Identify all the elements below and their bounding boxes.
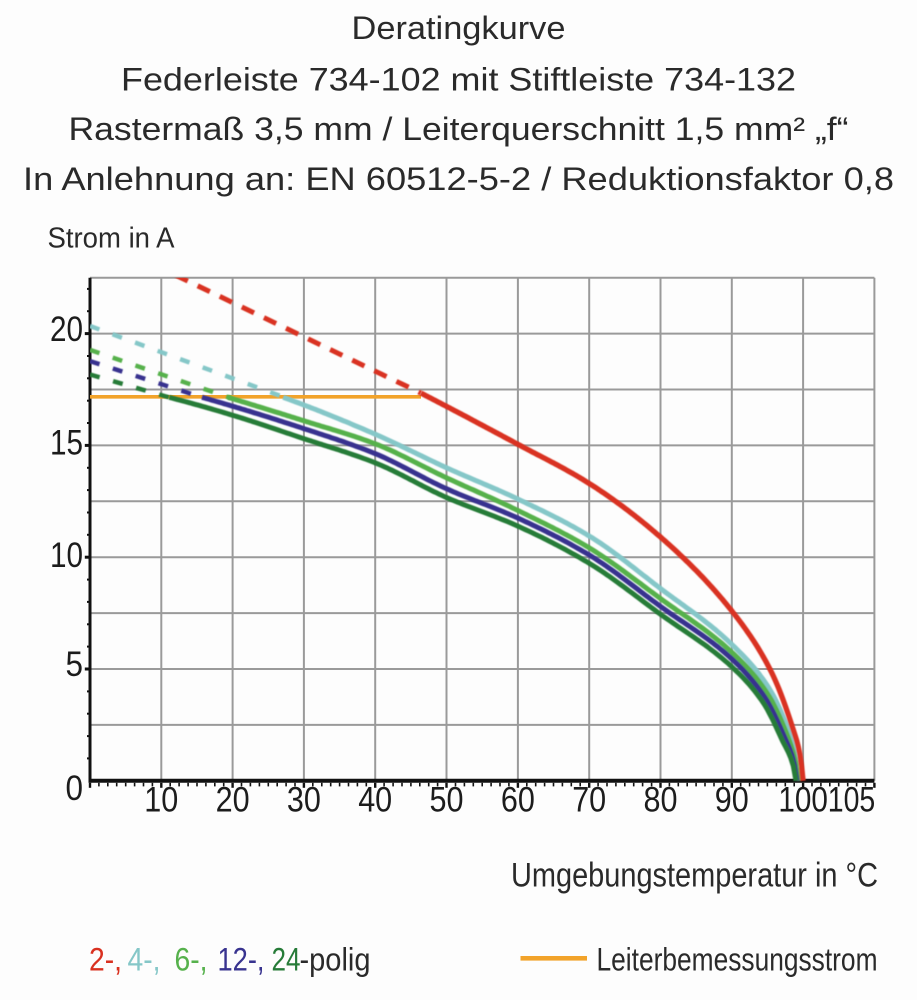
svg-text:90: 90 <box>715 781 749 820</box>
svg-text:20: 20 <box>50 310 83 349</box>
svg-text:105: 105 <box>828 781 876 820</box>
svg-text:30: 30 <box>287 781 321 820</box>
svg-text:10: 10 <box>144 781 178 820</box>
svg-text:100: 100 <box>778 781 828 820</box>
svg-text:Strom in A: Strom in A <box>48 223 176 255</box>
svg-text:0: 0 <box>66 769 84 808</box>
svg-text:15: 15 <box>50 424 83 463</box>
svg-text:40: 40 <box>358 781 392 820</box>
svg-text:6-,: 6-, <box>175 942 208 978</box>
svg-text:80: 80 <box>644 781 678 820</box>
svg-text:In Anlehnung an: EN 60512-5-2: In Anlehnung an: EN 60512-5-2 / Reduktio… <box>23 161 894 197</box>
svg-text:2-,: 2-, <box>89 942 122 978</box>
svg-text:10: 10 <box>50 536 83 575</box>
svg-text:20: 20 <box>216 781 250 820</box>
svg-text:12-,: 12-, <box>218 942 265 978</box>
svg-text:-polig: -polig <box>300 942 371 978</box>
svg-text:Federleiste 734-102 mit Stiftl: Federleiste 734-102 mit Stiftleiste 734-… <box>121 62 796 98</box>
svg-text:50: 50 <box>430 781 464 820</box>
svg-text:60: 60 <box>501 781 535 820</box>
svg-text:70: 70 <box>572 781 606 820</box>
svg-text:24: 24 <box>272 942 301 978</box>
svg-text:Leiterbemessungsstrom: Leiterbemessungsstrom <box>597 942 878 978</box>
svg-text:Rastermaß 3,5 mm / Leiterquers: Rastermaß 3,5 mm / Leiterquerschnitt 1,5… <box>69 111 849 147</box>
svg-text:Deratingkurve: Deratingkurve <box>352 10 566 46</box>
svg-text:5: 5 <box>66 645 84 684</box>
svg-text:Umgebungstemperatur in °C: Umgebungstemperatur in °C <box>511 857 878 895</box>
svg-text:4-,: 4-, <box>128 942 161 978</box>
